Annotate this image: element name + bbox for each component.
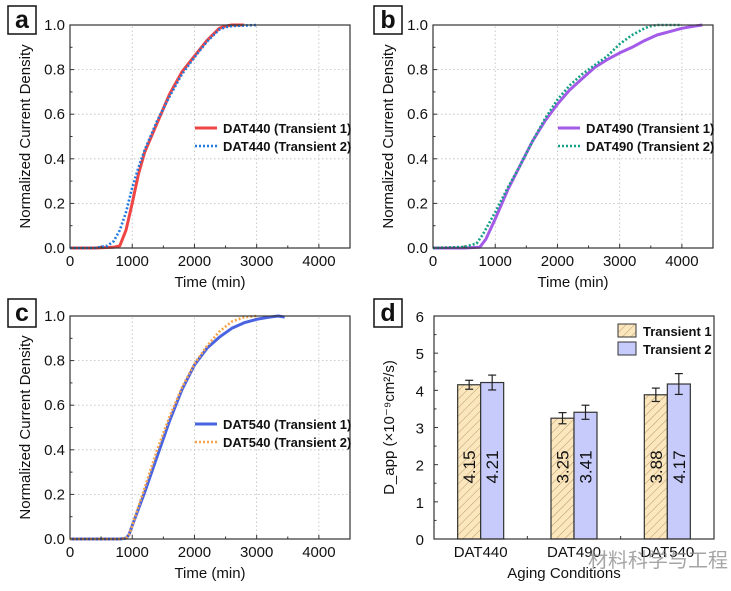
panel-b: b 0 1000 2000 3000 4000 0.0 0.2 0.4 0.6 0.8 1.0 Time… (373, 5, 714, 291)
y-tick-label: 0.0 (44, 240, 65, 257)
x-tick-label: 1000 (116, 544, 149, 561)
y-axis-label: Normalized Current Density (17, 44, 34, 229)
bar-value-label: 3.25 (554, 450, 573, 483)
x-axis-label: Time (min) (174, 274, 245, 291)
bar-value-label: 4.15 (460, 450, 479, 483)
y-tick-label: 0.2 (44, 195, 65, 212)
legend-label-1: DAT490 (Transient 1) (586, 121, 714, 136)
y-tick-label: 0.8 (407, 62, 428, 79)
y-tick-label: 2 (416, 458, 424, 475)
x-axis-label: Time (min) (537, 274, 608, 291)
bar-value-label: 3.41 (577, 450, 596, 483)
x-tick-label: 2000 (178, 253, 211, 270)
panel-a: a 0 1000 2000 3000 4000 0.0 0.2 0.4 0.6 0.8 1.0 Time… (7, 5, 351, 291)
panel-d: d 4.15 4.21 DAT440 3.25 3.41 DAT490 3.88 4.17 DAT… (373, 298, 728, 582)
legend-label-2: DAT540 (Transient 2) (223, 435, 351, 450)
y-tick-label: 1.0 (44, 17, 65, 34)
y-tick-label: 1.0 (407, 17, 428, 34)
y-tick-label: 1 (416, 495, 424, 512)
y-axis-label: Normalized Current Density (17, 335, 34, 520)
panel-c: c 0 1000 2000 3000 4000 0.0 0.2 0.4 0.6 0.8 1.0 Time… (7, 298, 351, 582)
y-tick-label: 0.6 (44, 397, 65, 414)
x-tick-label: 3000 (240, 253, 273, 270)
y-tick-label: 0.6 (407, 106, 428, 123)
series-line-2 (70, 314, 257, 541)
legend-swatch-2 (617, 341, 637, 356)
y-axis-label: Normalized Current Density (380, 44, 397, 229)
y-tick-label: 0.0 (407, 240, 428, 257)
x-tick-label: 4000 (302, 544, 335, 561)
y-tick-label: 0 (416, 532, 424, 549)
panel-letter-box (7, 298, 37, 328)
y-tick-label: 1.0 (44, 308, 65, 325)
legend-label-2: DAT490 (Transient 2) (586, 139, 714, 154)
x-tick-label: 1000 (116, 253, 149, 270)
panel-letter: b (380, 6, 395, 34)
x-tick-label: 3000 (603, 253, 636, 270)
plot-frame (432, 24, 714, 249)
y-tick-label: 4 (416, 383, 424, 400)
x-tick-label: 4000 (665, 253, 698, 270)
x-tick-label: 3000 (240, 544, 273, 561)
series-line-1 (70, 23, 245, 250)
watermark-text: 材料科学与工程 (588, 548, 728, 572)
series-line-2 (70, 23, 257, 250)
x-tick-label: 0 (66, 253, 74, 270)
x-tick-label: 2000 (541, 253, 574, 270)
panel-letter: d (380, 299, 395, 327)
series-line-1 (433, 23, 703, 250)
x-axis-label: Aging Conditions (507, 565, 620, 582)
y-tick-label: 0.4 (407, 151, 428, 168)
panel-letter-box (373, 298, 403, 328)
legend-label-1: DAT440 (Transient 1) (223, 121, 351, 136)
x-tick-label: 2000 (178, 544, 211, 561)
panel-letter: c (15, 299, 29, 327)
y-tick-label: 0.2 (44, 486, 65, 503)
y-tick-label: 0.6 (44, 106, 65, 123)
panel-letter: a (15, 6, 30, 34)
y-tick-label: 0.0 (44, 531, 65, 548)
x-tick-label: 0 (429, 253, 437, 270)
legend-label-1: DAT540 (Transient 1) (223, 417, 351, 432)
x-tick-label: DAT440 (454, 544, 508, 561)
series-line-2 (432, 23, 682, 250)
plot-frame (69, 24, 351, 249)
y-tick-label: 0.4 (44, 442, 65, 459)
bar-value-label: 4.21 (483, 450, 502, 483)
bar-value-label: 3.88 (647, 450, 666, 483)
y-axis-label: D_app (×10⁻⁹cm²/s) (381, 360, 398, 495)
x-tick-label: 0 (66, 544, 74, 561)
y-tick-label: 3 (416, 421, 424, 438)
x-tick-label: DAT490 (547, 544, 601, 561)
y-tick-label: 0.4 (44, 151, 65, 168)
y-tick-label: 5 (416, 346, 424, 363)
panel-letter-box (7, 5, 37, 35)
y-tick-label: 0.2 (407, 195, 428, 212)
legend-label-2: DAT440 (Transient 2) (223, 139, 351, 154)
bar-value-label: 4.17 (670, 450, 689, 483)
x-tick-label: 4000 (302, 253, 335, 270)
legend-swatch-1 (617, 323, 637, 338)
x-tick-label: DAT540 (640, 544, 694, 561)
y-tick-label: 0.8 (44, 62, 65, 79)
y-tick-label: 6 (416, 309, 424, 326)
y-tick-label: 0.8 (44, 353, 65, 370)
x-axis-label: Time (min) (174, 565, 245, 582)
legend-label-1: Transient 1 (643, 324, 712, 339)
x-tick-label: 1000 (479, 253, 512, 270)
legend-label-2: Transient 2 (643, 342, 712, 357)
panel-letter-box (373, 5, 403, 35)
